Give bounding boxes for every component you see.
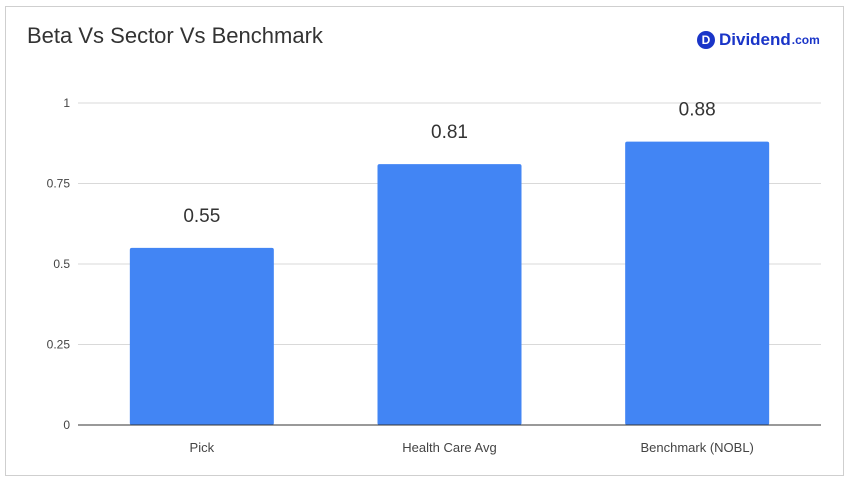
- x-axis-ticks: Pick Health Care Avg Benchmark (NOBL): [190, 440, 754, 455]
- y-axis-ticks: 0 0.25 0.5 0.75 1: [47, 96, 71, 432]
- y-tick-label: 1: [63, 96, 70, 110]
- data-label: 0.81: [431, 122, 468, 143]
- y-tick-label: 0.5: [53, 257, 70, 271]
- bar: [129, 247, 274, 425]
- data-label: 0.88: [679, 100, 716, 121]
- dividend-logo-icon: D: [697, 31, 715, 49]
- logo-wordmark: Dividend: [719, 30, 791, 49]
- bars: [129, 141, 770, 425]
- x-tick-label: Benchmark (NOBL): [640, 440, 753, 455]
- dividend-logo: D Dividend .com: [697, 30, 820, 50]
- data-labels: 0.55 0.81 0.88: [183, 100, 715, 227]
- y-tick-label: 0.25: [47, 338, 71, 352]
- logo-domain-suffix: .com: [791, 33, 820, 47]
- x-tick-label: Health Care Avg: [402, 440, 496, 455]
- bar: [625, 141, 770, 425]
- y-tick-label: 0.75: [47, 177, 71, 191]
- x-tick-label: Pick: [190, 440, 215, 455]
- y-tick-label: 0: [63, 418, 70, 432]
- data-label: 0.55: [183, 206, 220, 227]
- bar: [377, 164, 522, 425]
- chart-title: Beta Vs Sector Vs Benchmark: [27, 23, 323, 48]
